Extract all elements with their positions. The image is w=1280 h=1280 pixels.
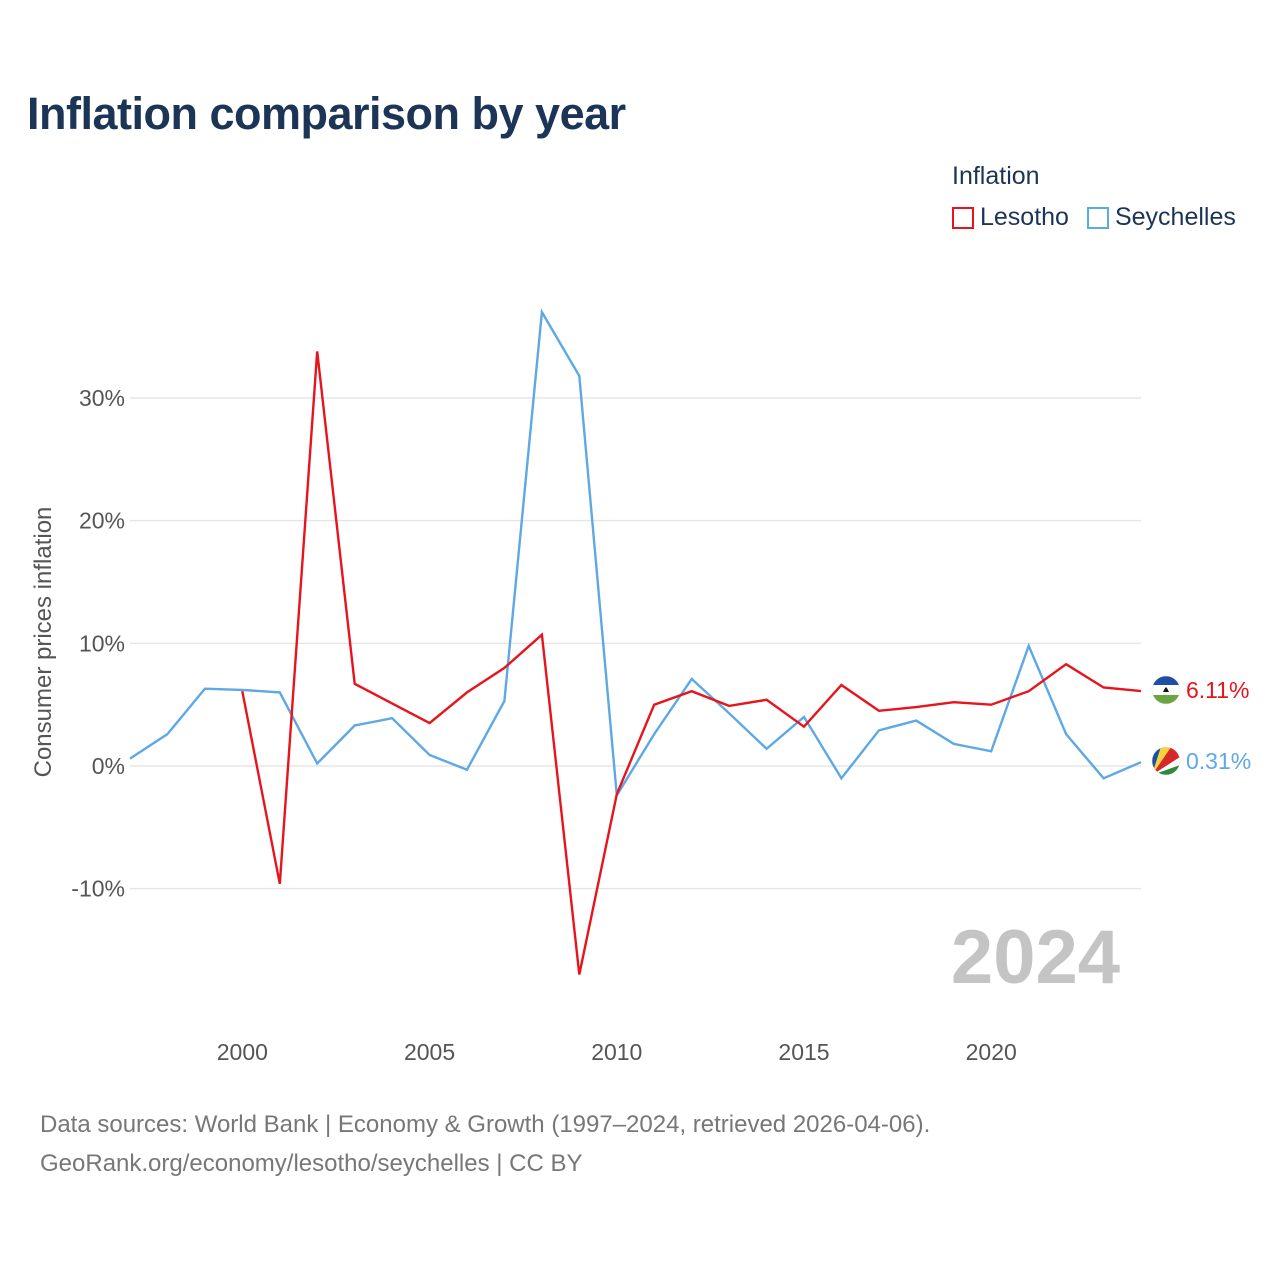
x-tick-label: 2000	[217, 1039, 268, 1065]
series-line-seychelles[interactable]	[129, 308, 1142, 800]
seychelles-flag-icon	[1151, 746, 1181, 776]
x-tick-label: 2005	[404, 1039, 455, 1065]
y-tick-label: 10%	[79, 630, 125, 656]
y-tick-label: -10%	[71, 876, 125, 902]
legend-label-lesotho: Lesotho	[980, 203, 1069, 231]
series-line-lesotho[interactable]	[241, 351, 1142, 975]
end-label-lesotho: 6.11%	[1186, 677, 1250, 703]
footer: Data sources: World Bank | Economy & Gro…	[40, 1105, 930, 1183]
end-label-seychelles: 0.31%	[1186, 748, 1251, 774]
chart-title: Inflation comparison by year	[27, 88, 626, 139]
y-tick-label: 0%	[92, 753, 125, 779]
footer-link[interactable]: GeoRank.org/economy/lesotho/seychelles |…	[40, 1150, 583, 1177]
x-tick-label: 2015	[778, 1039, 829, 1065]
legend-swatch-seychelles	[1086, 206, 1109, 229]
year-watermark: 2024	[951, 915, 1120, 1000]
legend-item-lesotho[interactable]: Lesotho	[952, 203, 1069, 232]
legend-title: Inflation	[952, 162, 1040, 190]
legend: Inflation Lesotho Seychelles	[952, 162, 1236, 232]
y-axis-label: Consumer prices inflation	[30, 507, 57, 778]
x-tick-label: 2020	[966, 1039, 1017, 1065]
y-tick-label: 20%	[79, 508, 125, 534]
x-tick-label: 2010	[591, 1039, 642, 1065]
legend-swatch-lesotho	[952, 206, 974, 229]
series-lines	[129, 308, 1142, 975]
grid-lines	[130, 397, 1141, 890]
legend-item-seychelles[interactable]: Seychelles	[1086, 203, 1236, 232]
y-tick-label: 30%	[79, 385, 125, 411]
footer-sources: Data sources: World Bank | Economy & Gro…	[40, 1111, 931, 1138]
legend-label-seychelles: Seychelles	[1114, 203, 1236, 231]
x-axis-ticks: 2000 2005 2010 2015 2020	[217, 1039, 1017, 1065]
y-axis-ticks: 30% 20% 10% 0% -10%	[71, 385, 125, 902]
lesotho-flag-icon	[1151, 675, 1181, 705]
